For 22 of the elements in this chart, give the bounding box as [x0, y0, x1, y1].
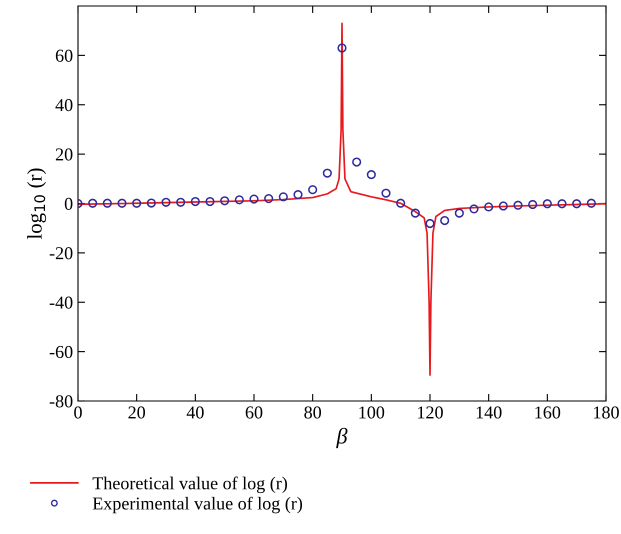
x-tick-label: 60: [246, 406, 262, 419]
y-tick-label: 40: [55, 99, 72, 112]
x-tick-label: 160: [535, 406, 560, 419]
x-tick-label: 0: [74, 406, 82, 419]
legend-label: Experimental value of log (r): [92, 496, 302, 514]
y-tick-label: 60: [56, 50, 72, 62]
y-tick-label: -20: [50, 247, 72, 260]
y-tick-label: -80: [50, 395, 72, 408]
x-tick-label: 140: [476, 406, 502, 419]
y-tick-label: -60: [50, 346, 72, 358]
y-tick-label: 20: [56, 148, 72, 161]
legend-label: Theoretical value of log (r): [92, 476, 287, 494]
x-tick-label: 40: [186, 406, 204, 419]
y-axis-title: log$_{10}$ (r): [27, 168, 46, 240]
x-tick-label: 20: [128, 406, 146, 419]
x-axis-title: β: [336, 428, 348, 448]
y-tick-label: -40: [50, 296, 72, 309]
x-tick-label: 80: [304, 406, 322, 419]
x-tick-label: 100: [359, 406, 384, 419]
y-tick-label: 0: [64, 198, 72, 210]
x-tick-label: 180: [594, 406, 619, 419]
x-tick-label: 120: [418, 406, 443, 419]
